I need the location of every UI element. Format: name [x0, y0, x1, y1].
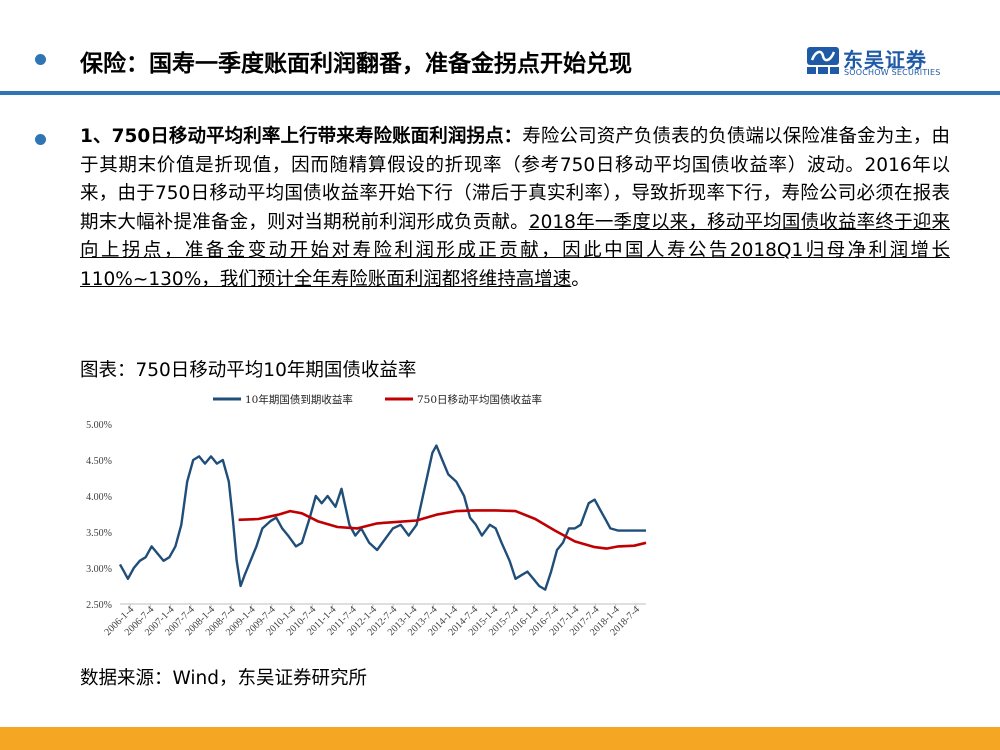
- logo-mark-icon: [807, 47, 839, 74]
- paragraph-lead: 1、750日移动平均利率上行带来寿险账面利润拐点：: [80, 126, 523, 147]
- y-tick-label: 4.50%: [86, 456, 112, 467]
- logo-english-name: SOOCHOW SECURITIES: [844, 68, 941, 77]
- y-tick-label: 3.50%: [86, 528, 112, 539]
- series-line-750d-average: [238, 509, 647, 550]
- slide-title: 保险：国寿一季度账面利润翻番，准备金拐点开始兑现: [80, 51, 632, 77]
- footer-bar: [0, 727, 1000, 750]
- series-line-10y-yield: [118, 444, 646, 591]
- y-tick-label: 4.00%: [86, 492, 112, 503]
- y-tick-label: 2.50%: [86, 600, 112, 611]
- yield-line-chart: 2.50%3.00%3.50%4.00%4.50%5.00%2006-1-420…: [86, 393, 647, 638]
- body-paragraph: 1、750日移动平均利率上行带来寿险账面利润拐点：寿险公司资产负债表的负债端以保…: [80, 123, 950, 294]
- logo-chinese-name: 东吴证券: [843, 48, 927, 72]
- header-divider: [0, 91, 1000, 95]
- y-tick-label: 3.00%: [86, 564, 112, 575]
- data-source: 数据来源：Wind，东吴证券研究所: [80, 668, 367, 689]
- bullet-dot: [35, 54, 46, 65]
- paragraph-underlined: 2018年一季度以来，移动平均国债收益率终于迎来向上拐点，准备金变动开始对寿险利…: [80, 211, 950, 290]
- paragraph-text: 寿险公司资产负债表的负债端以保险准备金为主，由于其期末价值是折现值，因而随精算假…: [80, 126, 950, 233]
- legend-label: 10年期国债到期收益率: [245, 393, 353, 406]
- figure-caption: 图表：750日移动平均10年期国债收益率: [80, 360, 417, 381]
- slide-header: 保险：国寿一季度账面利润翻番，准备金拐点开始兑现 东吴证券 SOOCHOW SE…: [0, 0, 1000, 96]
- y-tick-label: 5.00%: [86, 420, 112, 431]
- paragraph-end: 。: [571, 268, 590, 290]
- legend-label: 750日移动平均国债收益率: [417, 393, 542, 406]
- bullet-dot: [35, 134, 46, 145]
- company-logo: 东吴证券 SOOCHOW SECURITIES: [806, 44, 956, 80]
